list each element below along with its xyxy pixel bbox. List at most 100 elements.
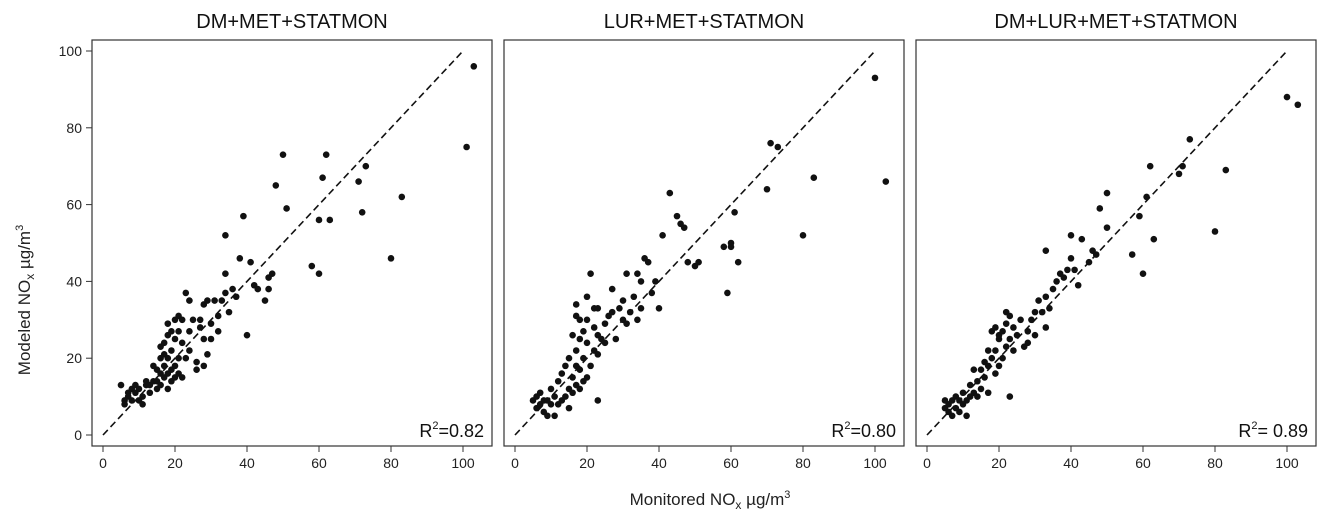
scatter-panel-2: LUR+MET+STATMON 0 20 40 60 80 100 R2=0.80	[503, 11, 905, 471]
data-point	[1128, 251, 1136, 258]
data-point	[580, 354, 587, 362]
data-point	[977, 366, 985, 374]
data-point	[1024, 339, 1032, 347]
data-point	[720, 243, 728, 251]
data-point	[695, 258, 702, 266]
svg-text:Modeled NOx µg/m3: Modeled NOx µg/m3	[14, 225, 37, 375]
data-point	[229, 285, 236, 293]
data-point	[222, 232, 229, 239]
data-point	[956, 408, 963, 416]
scatter-panel-3: DM+LUR+MET+STATMON 0 20 40 60 80 100 R2= 0.89	[915, 11, 1317, 471]
r-squared-prefix: R	[419, 421, 432, 441]
data-point	[1103, 224, 1111, 231]
one-to-one-line	[102, 50, 464, 436]
y-axis-label-units: µg/m	[15, 231, 34, 274]
data-point	[547, 385, 555, 393]
data-point	[634, 316, 641, 324]
data-point	[1139, 270, 1147, 278]
data-point	[1031, 331, 1039, 339]
data-point	[178, 316, 186, 324]
panel-title: LUR+MET+STATMON	[604, 11, 804, 33]
data-point	[1006, 393, 1014, 400]
data-point	[619, 297, 627, 304]
data-point	[572, 301, 580, 308]
data-point	[576, 316, 584, 324]
one-to-one-line	[926, 50, 1288, 436]
x-tick-label: 100	[1275, 455, 1299, 471]
data-point	[799, 232, 807, 239]
data-point	[551, 412, 558, 420]
data-point	[1071, 266, 1078, 274]
panel-title: DM+LUR+MET+STATMON	[994, 11, 1237, 33]
data-point	[1067, 232, 1075, 239]
data-point	[211, 297, 218, 304]
data-point	[767, 139, 774, 147]
data-point	[200, 335, 208, 343]
data-point	[882, 178, 890, 185]
data-point	[1053, 278, 1060, 285]
y-tick-label: 80	[66, 120, 82, 136]
x-axis-label-sup: 3	[784, 489, 790, 501]
data-point	[576, 385, 584, 393]
data-point	[974, 393, 981, 400]
data-point	[981, 374, 988, 381]
data-point	[623, 320, 630, 327]
data-point	[1031, 308, 1039, 316]
data-point	[974, 377, 981, 385]
data-point	[168, 347, 175, 354]
data-point	[608, 308, 616, 316]
data-point	[171, 335, 179, 343]
data-point	[362, 162, 370, 170]
x-axis-label-sub: x	[735, 498, 741, 512]
data-point	[992, 347, 999, 354]
data-point	[1136, 212, 1143, 220]
data-point	[587, 270, 594, 278]
data-point	[680, 224, 688, 231]
data-point	[652, 278, 659, 285]
data-point	[763, 185, 771, 193]
data-point	[634, 270, 641, 278]
data-point	[562, 362, 569, 370]
data-point	[204, 351, 211, 358]
data-point	[470, 63, 478, 70]
data-point	[326, 216, 334, 224]
data-point	[1074, 281, 1082, 289]
data-point	[1042, 247, 1050, 254]
data-point	[121, 400, 128, 408]
x-tick-label: 80	[795, 455, 811, 471]
data-point	[966, 381, 974, 389]
y-axis-label-main: Modeled NO	[15, 280, 34, 375]
data-point	[684, 258, 692, 266]
data-point	[623, 270, 630, 278]
data-point	[1092, 251, 1100, 258]
data-point	[724, 289, 731, 297]
data-point	[319, 174, 326, 182]
data-point	[992, 324, 999, 331]
data-point	[1006, 335, 1014, 343]
data-point	[315, 270, 323, 278]
data-point	[608, 285, 616, 293]
x-axis-label: Monitored NOx µg/m3	[630, 489, 791, 512]
data-point	[1294, 101, 1302, 109]
data-point	[178, 374, 186, 381]
data-point	[810, 174, 818, 182]
r-squared-exponent: 2	[1251, 420, 1257, 432]
data-point	[204, 297, 211, 304]
data-point	[117, 381, 125, 389]
data-point	[562, 393, 569, 400]
data-point	[583, 374, 591, 381]
data-point	[626, 308, 634, 316]
data-point	[572, 347, 580, 354]
data-point	[637, 278, 645, 285]
data-point	[196, 316, 204, 324]
data-point	[666, 189, 674, 197]
data-point	[214, 328, 222, 335]
data-point	[576, 366, 584, 374]
data-point	[569, 389, 576, 397]
data-point	[536, 389, 544, 397]
data-point	[659, 232, 666, 239]
data-point	[988, 354, 996, 362]
plot-frame	[915, 39, 1317, 447]
data-point	[594, 351, 602, 358]
data-point	[601, 339, 609, 347]
